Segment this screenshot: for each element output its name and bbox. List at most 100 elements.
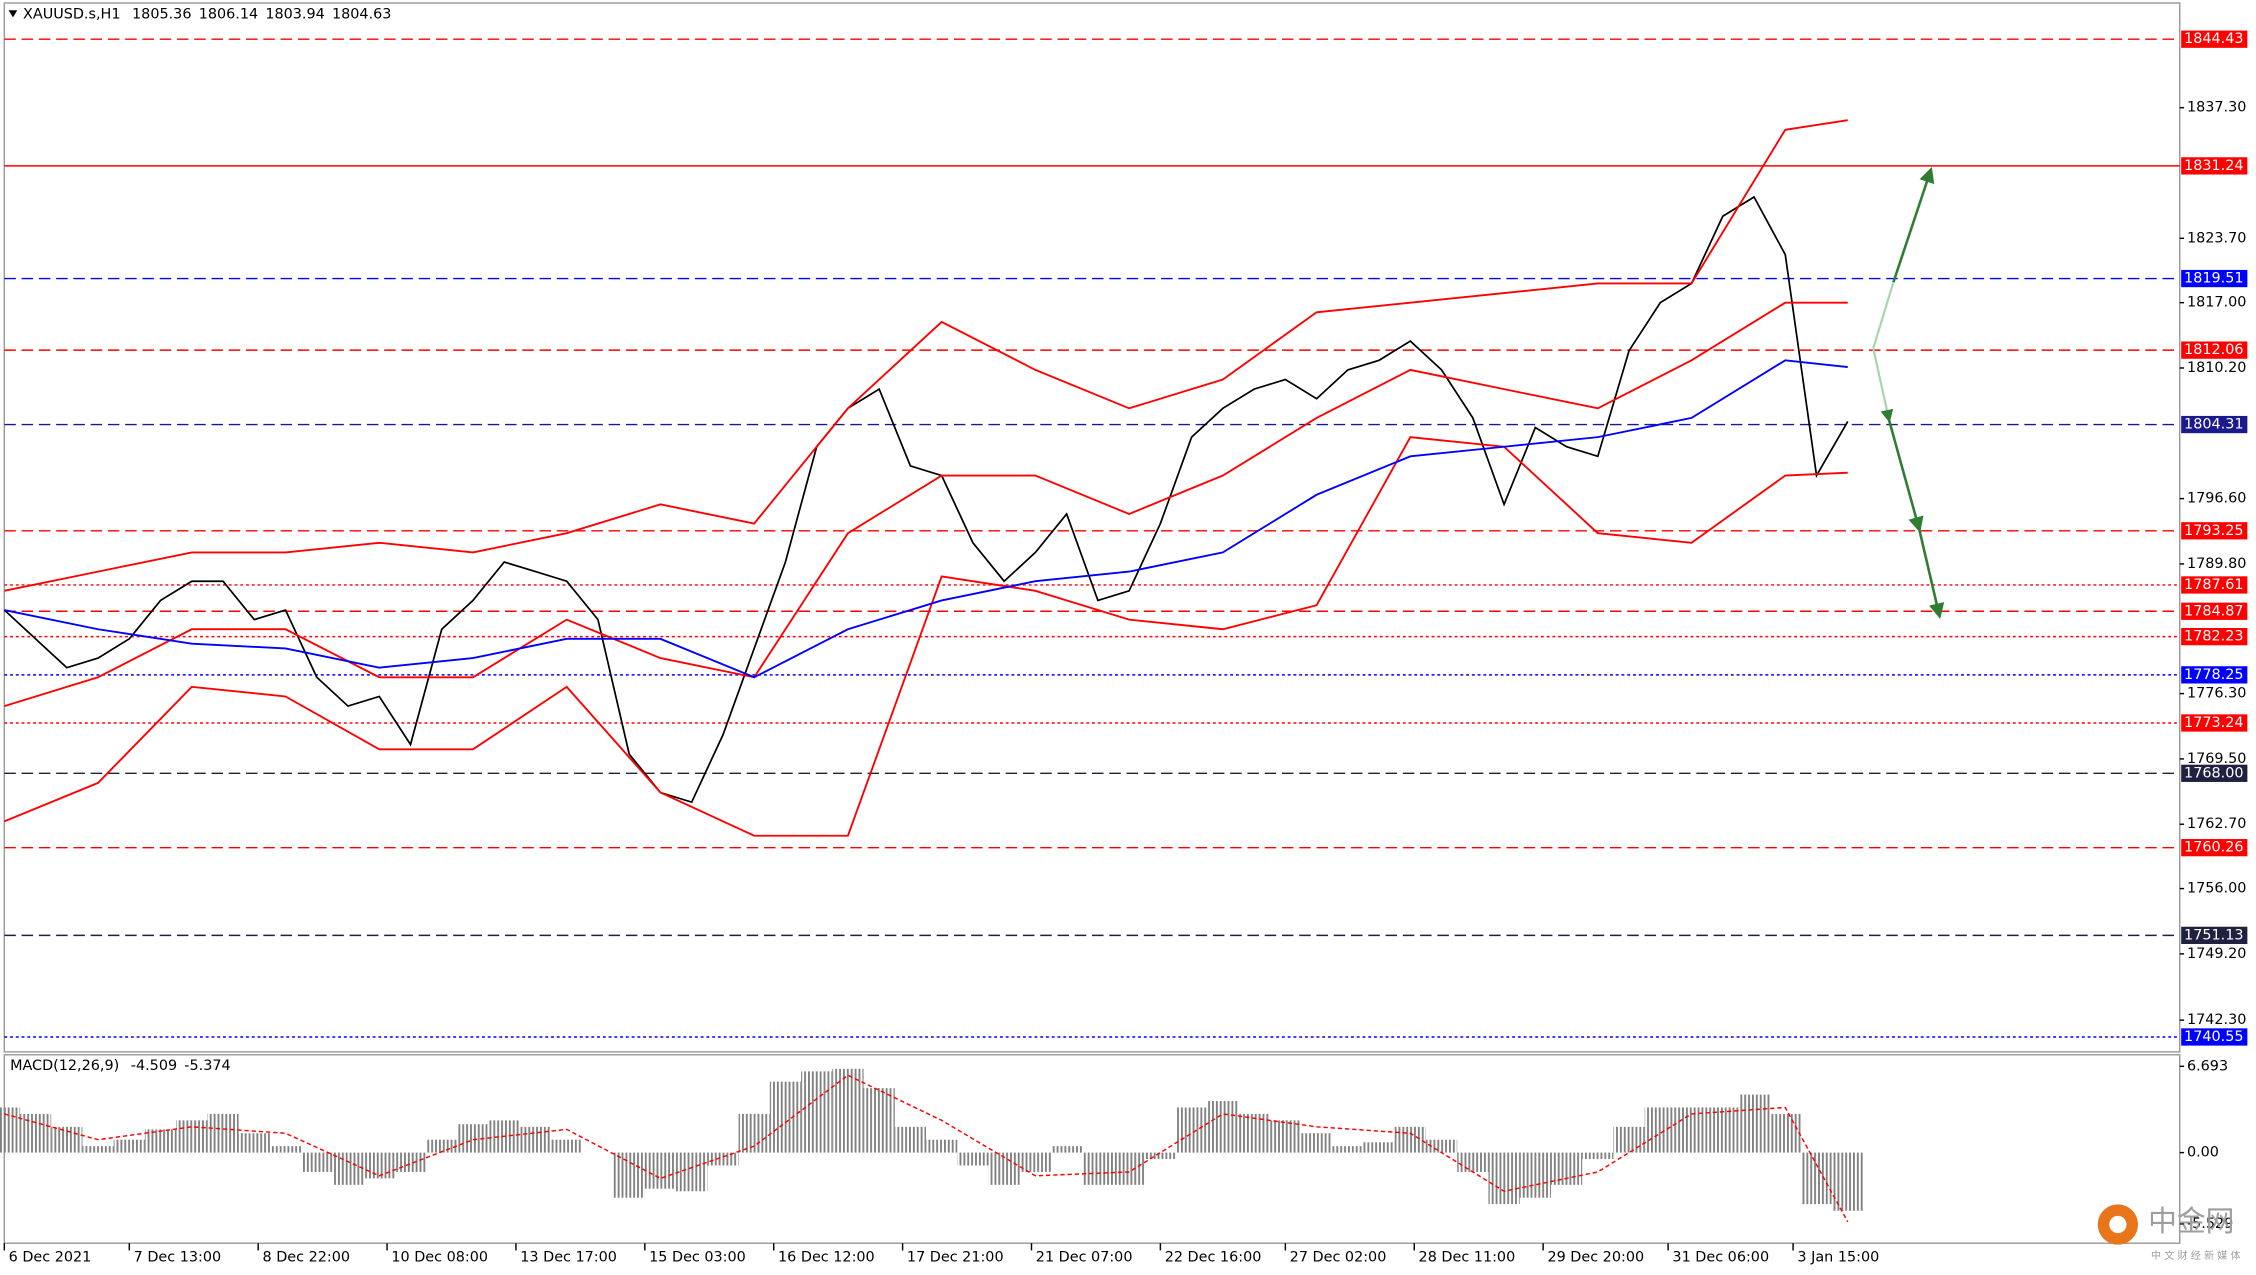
y-tick-label: 6.693 [2187, 1058, 2228, 1074]
macd-bar [1363, 1142, 1395, 1153]
macd-bar [613, 1152, 645, 1198]
macd-bar [1332, 1146, 1364, 1153]
x-tick-label: 16 Dec 12:00 [778, 1250, 875, 1266]
y-tick-label: 1756.00 [2187, 881, 2246, 897]
x-tick-label: 21 Dec 07:00 [1036, 1250, 1133, 1266]
level-label: 1787.61 [2184, 577, 2243, 593]
level-label: 1740.55 [2184, 1029, 2243, 1045]
y-tick-label: -5.529 [2187, 1216, 2233, 1232]
x-tick-label: 7 Dec 13:00 [134, 1250, 222, 1266]
macd-bar [19, 1113, 52, 1153]
macd-bar [957, 1152, 989, 1166]
y-tick-label: 1817.00 [2187, 295, 2246, 311]
macd-bar [1644, 1107, 1676, 1153]
y-tick-label: 1769.50 [2187, 751, 2246, 767]
macd-bar [51, 1126, 83, 1153]
macd-bar [426, 1139, 458, 1153]
x-tick-label: 15 Dec 03:00 [649, 1250, 746, 1266]
pane-title: MACD(12,26,9) [10, 1058, 119, 1074]
signal-line [4, 1074, 1849, 1223]
x-tick-label: 22 Dec 16:00 [1165, 1250, 1262, 1266]
x-tick-label: 6 Dec 2021 [9, 1250, 92, 1266]
level-label: 1812.06 [2184, 342, 2243, 358]
pane-quote: -5.374 [184, 1058, 230, 1074]
watermark-tagline: 中 文 财 经 新 媒 体 [2151, 1249, 2241, 1262]
macd-bar [301, 1152, 333, 1172]
x-tick-label: 31 Dec 06:00 [1672, 1250, 1769, 1266]
watermark: 中金网 中 文 财 经 新 媒 体 [2097, 1204, 2241, 1262]
level-label-box [2181, 926, 2248, 944]
macd-bar [1707, 1107, 1739, 1153]
main-pane-border [3, 2, 2181, 1053]
macd-bar [769, 1081, 802, 1153]
logo-inner [2109, 1215, 2127, 1234]
level-label-box [2181, 714, 2248, 732]
level-label-box [2181, 341, 2248, 359]
macd-bar [1176, 1107, 1208, 1153]
y-tick-label: 0.00 [2187, 1145, 2219, 1161]
level-label: 1768.00 [2184, 765, 2243, 781]
arrow-segment [1872, 281, 1895, 349]
macd-bar [1207, 1101, 1239, 1153]
macd-bar [1613, 1126, 1645, 1153]
level-label: 1773.24 [2184, 715, 2243, 731]
macd-bar [832, 1068, 864, 1153]
macd-bar [1269, 1120, 1301, 1153]
pane-title: XAUUSD.s,H1 [23, 7, 121, 23]
level-label-box [2181, 1028, 2248, 1046]
level-label: 1819.51 [2184, 271, 2243, 287]
x-tick-label: 27 Dec 02:00 [1290, 1250, 1387, 1266]
macd-bar [332, 1152, 364, 1185]
macd-bar [707, 1152, 739, 1166]
macd-bar [1832, 1152, 1864, 1211]
macd-bar [676, 1152, 708, 1192]
level-label-box [2181, 839, 2248, 857]
macd-bar [269, 1146, 302, 1153]
level-label-box [2181, 30, 2248, 48]
level-label: 1844.43 [2184, 31, 2243, 47]
menu-triangle[interactable] [8, 10, 18, 18]
price-line [3, 436, 1848, 837]
macd-bar [551, 1139, 583, 1153]
x-tick-label: 29 Dec 20:00 [1547, 1250, 1644, 1266]
level-label: 1751.13 [2184, 927, 2243, 943]
macd-bar [1457, 1152, 1489, 1172]
macd-bar [1550, 1152, 1583, 1185]
macd-bar [1738, 1094, 1770, 1153]
macd-bar [394, 1152, 427, 1172]
level-label-box [2181, 576, 2248, 594]
macd-bar [144, 1129, 177, 1153]
macd-bar [1425, 1139, 1458, 1153]
level-label: 1760.26 [2184, 840, 2243, 856]
price-line [3, 195, 1849, 804]
x-tick-label: 13 Dec 17:00 [520, 1250, 617, 1266]
y-tick-label: 1796.60 [2187, 491, 2246, 507]
y-tick-label: 1789.80 [2187, 556, 2246, 572]
layers: 1837.30 1823.70 1817.00 1810.20 1796.60 1789.… [0, 7, 2248, 1266]
macd-bar [863, 1088, 895, 1153]
arrow-down [1887, 419, 1924, 533]
arrow-up [1892, 166, 1935, 283]
level-label-box [2181, 628, 2248, 646]
macd-bar [176, 1120, 208, 1153]
pane-quote: 1804.63 [332, 7, 391, 23]
y-tick-label: 1742.30 [2187, 1012, 2246, 1028]
macd-bar [113, 1139, 145, 1153]
x-tick-label: 10 Dec 08:00 [391, 1250, 488, 1266]
level-label-box [2181, 269, 2248, 288]
x-tick-label: 8 Dec 22:00 [262, 1250, 350, 1266]
macd-bar [0, 1107, 20, 1153]
macd-bar [1488, 1152, 1520, 1205]
macd-bar [926, 1139, 958, 1153]
macd-bar [1238, 1113, 1270, 1153]
arrow-segment [1872, 348, 1894, 423]
level-label-box [2181, 666, 2248, 684]
level-label-box [2181, 764, 2248, 782]
level-label: 1831.24 [2184, 158, 2243, 174]
arrow-down [1918, 529, 1945, 619]
macd-bar [1800, 1152, 1833, 1205]
level-label: 1784.87 [2184, 603, 2243, 619]
